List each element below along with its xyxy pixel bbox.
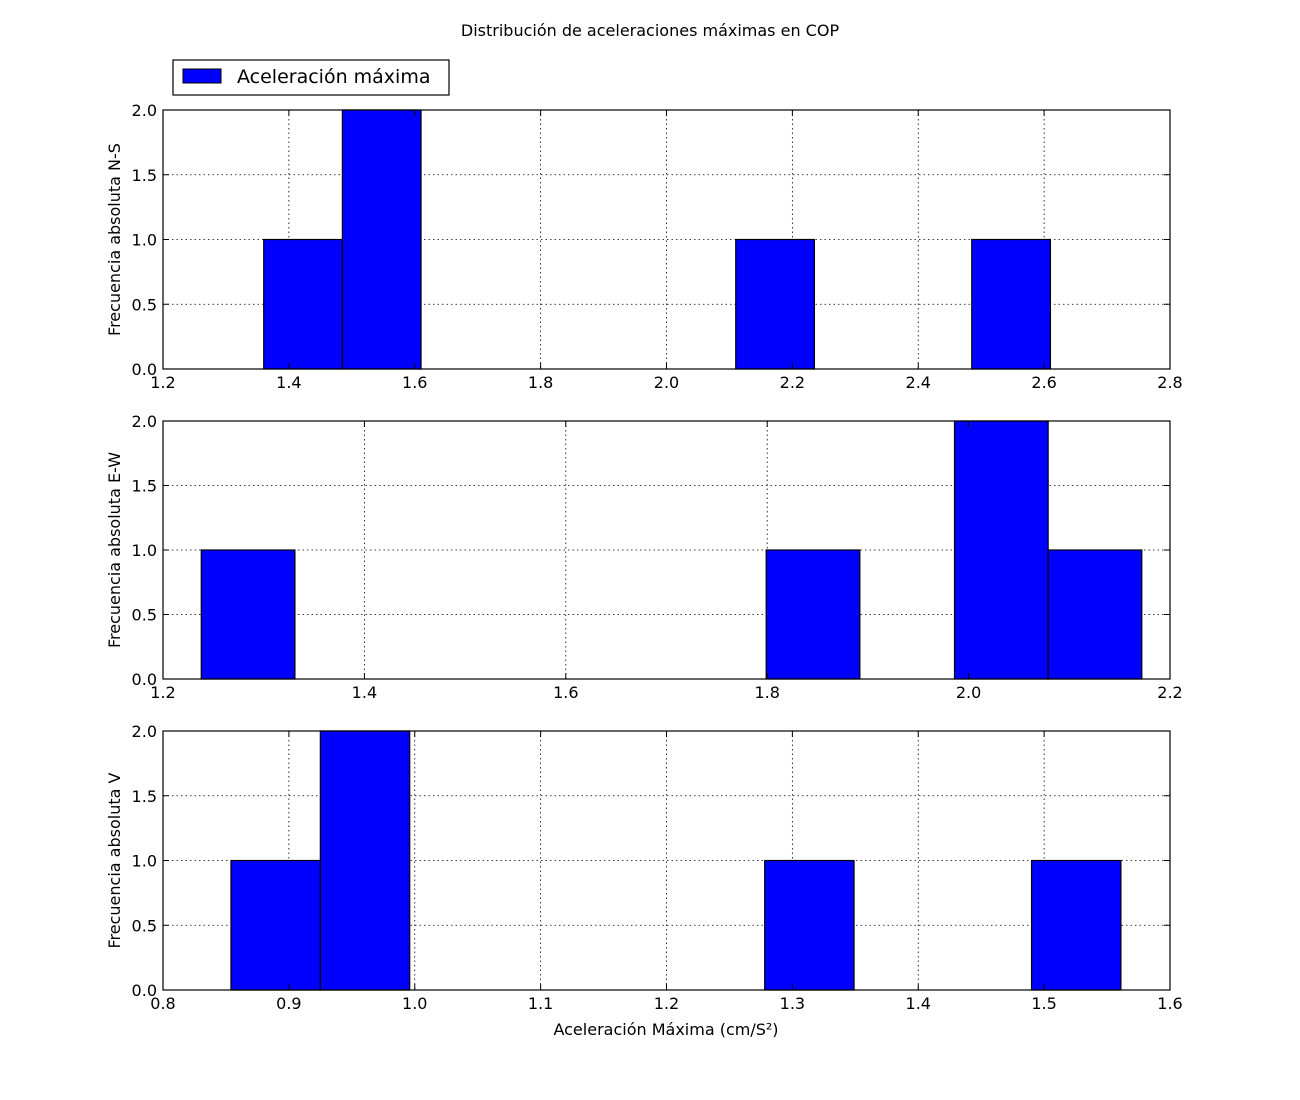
y-tick-label: 0.5 xyxy=(132,606,157,625)
y-tick-label: 2.0 xyxy=(132,101,157,120)
y-tick-label: 1.5 xyxy=(132,166,157,185)
y-tick-label: 0.0 xyxy=(132,360,157,379)
y-tick-label: 0.5 xyxy=(132,295,157,314)
x-tick-label: 1.4 xyxy=(352,683,377,702)
x-tick-label: 2.2 xyxy=(780,373,805,392)
y-tick-label: 1.5 xyxy=(132,477,157,496)
subplots: 1.2 1.4 1.6 1.8 2.0 2.2 2.4 2.6 2.8 0.0 0.5 1.0 1.5 2… xyxy=(105,101,1183,1013)
y-tick-label: 1.0 xyxy=(132,231,157,250)
histogram-bar xyxy=(319,730,411,991)
y-tick-label: 0.0 xyxy=(132,981,157,1000)
x-tick-label: 1.8 xyxy=(754,683,779,702)
x-tick-label: 1.3 xyxy=(780,994,805,1013)
histogram-bar xyxy=(200,549,296,680)
x-tick-label: 1.6 xyxy=(553,683,578,702)
x-tick-label: 0.8 xyxy=(150,994,175,1013)
y-tick-label: 1.5 xyxy=(132,787,157,806)
x-tick-label: 1.5 xyxy=(1031,994,1056,1013)
histogram-bar xyxy=(953,420,1049,680)
legend-label: Aceleración máxima xyxy=(237,66,430,88)
histogram-bar xyxy=(1030,859,1122,991)
x-tick-label: 1.0 xyxy=(402,994,427,1013)
x-tick-label: 2.8 xyxy=(1157,373,1182,392)
histogram-bar xyxy=(341,109,422,370)
histogram-bar xyxy=(230,859,321,991)
subplot-3: 0.8 0.9 1.0 1.1 1.2 1.3 1.4 1.5 1.6 0.0 0.5 1.0 1.5 2… xyxy=(105,722,1183,1013)
x-tick-label: 1.4 xyxy=(276,373,301,392)
y-axis-label: Frecuencia absoluta E-W xyxy=(105,452,124,648)
histogram-bar xyxy=(764,859,855,991)
y-tick-label: 0.5 xyxy=(132,916,157,935)
chart-title: Distribución de aceleraciones máximas en… xyxy=(461,21,840,40)
x-tick-label: 0.9 xyxy=(276,994,301,1013)
x-tick-label: 2.4 xyxy=(906,373,931,392)
x-tick-label: 1.2 xyxy=(654,994,679,1013)
x-tick-label: 2.0 xyxy=(654,373,679,392)
subplot-1: 1.2 1.4 1.6 1.8 2.0 2.2 2.4 2.6 2.8 0.0 0.5 1.0 1.5 2… xyxy=(105,101,1183,392)
legend-swatch xyxy=(182,68,222,84)
histogram-bar xyxy=(1047,549,1143,680)
x-tick-label: 1.4 xyxy=(906,994,931,1013)
x-tick-label: 1.6 xyxy=(402,373,427,392)
x-tick-label: 1.2 xyxy=(150,373,175,392)
y-axis-label: Frecuencia absoluta V xyxy=(105,772,124,948)
x-tick-label: 1.6 xyxy=(1157,994,1182,1013)
histogram-bar xyxy=(971,238,1052,370)
x-tick-label: 2.2 xyxy=(1157,683,1182,702)
x-axis-label: Aceleración Máxima (cm/S²) xyxy=(553,1020,778,1039)
x-tick-label: 1.2 xyxy=(150,683,175,702)
y-tick-label: 1.0 xyxy=(132,852,157,871)
y-tick-label: 0.0 xyxy=(132,670,157,689)
histogram-bar xyxy=(263,238,343,370)
x-tick-label: 2.6 xyxy=(1031,373,1056,392)
x-tick-label: 1.1 xyxy=(528,994,553,1013)
y-axis-label: Frecuencia absoluta N-S xyxy=(105,143,124,336)
x-tick-label: 1.8 xyxy=(528,373,553,392)
y-tick-label: 2.0 xyxy=(132,722,157,741)
x-tick-label: 2.0 xyxy=(956,683,981,702)
subplot-2: 1.2 1.4 1.6 1.8 2.0 2.2 0.0 0.5 1.0 1.5 2.0 Frecuen… xyxy=(105,412,1183,702)
y-tick-label: 1.0 xyxy=(132,541,157,560)
legend: Aceleración máxima xyxy=(172,59,450,96)
histogram-bar xyxy=(765,549,861,680)
y-tick-label: 2.0 xyxy=(132,412,157,431)
histogram-bar xyxy=(735,238,816,370)
